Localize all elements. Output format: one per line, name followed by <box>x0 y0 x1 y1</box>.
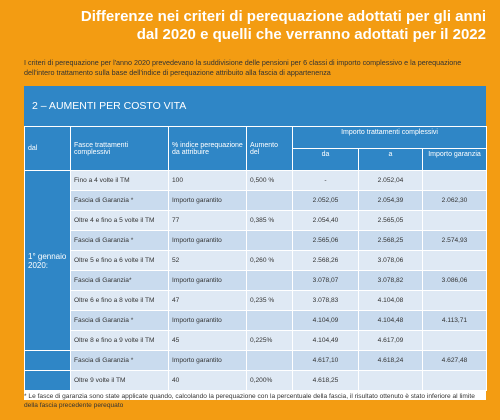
table-row: Oltre 4 e fino a 5 volte il TM 77 0,385 % 2… <box>25 210 487 231</box>
cell-a: 2.052,04 <box>358 170 423 191</box>
table-row: Fascia di Garanzia * Importo garantito 4.1… <box>25 310 487 331</box>
table-row: Oltre 8 e fino a 9 volte il TM 45 0,225% 4.… <box>25 330 487 351</box>
cell-da: - <box>292 170 359 191</box>
table-row: Fascia di Garanzia * Importo garantito 2.5… <box>25 230 487 251</box>
cell-aumento: 0,385 % <box>246 210 293 231</box>
header-aumento: Aumento del <box>246 126 293 171</box>
cell-garanzia <box>422 370 487 391</box>
table-row: Fascia di Garanzia * Importo garantito 4.6… <box>24 350 487 371</box>
cell-garanzia <box>422 170 487 191</box>
cell-fascia: Fascia di Garanzia * <box>70 310 169 331</box>
cell-fascia: Oltre 6 e fino a 8 volte il TM <box>70 290 169 311</box>
header-dal: dal <box>24 126 71 171</box>
header-importo: Importo trattamenti complessivi <box>292 126 487 149</box>
cell-da: 4.104,49 <box>292 330 359 351</box>
cell-fascia: Fascia di Garanzia * <box>70 230 169 251</box>
cell-garanzia: 2.574,93 <box>422 230 487 251</box>
cell-indice: 100 <box>168 170 247 191</box>
header-fasce: Fasce trattamenti complessivi <box>70 126 169 171</box>
cell-garanzia <box>422 250 487 271</box>
cell-a: 4.104,08 <box>358 290 423 311</box>
perequazione-table: dal Fasce trattamenti complessivi % indi… <box>24 126 487 391</box>
cell-indice: 40 <box>168 370 247 391</box>
cell-aumento <box>246 310 293 331</box>
cell-indice: Importo garantito <box>168 230 247 251</box>
cell-indice: Importo garantito <box>168 350 247 371</box>
cell-indice: 45 <box>168 330 247 351</box>
cell-indice: 52 <box>168 250 247 271</box>
cell-a: 3.078,82 <box>358 270 423 291</box>
cell-indice: Importo garantito <box>168 310 247 331</box>
header-indice: % indice perequazione da attribuire <box>168 126 247 171</box>
table-row: Fascia di Garanzia* Importo garantito 3.07… <box>25 270 487 291</box>
cell-a: 2.054,39 <box>358 190 423 211</box>
cell-da: 3.078,83 <box>292 290 359 311</box>
footnote: * Le fasce di garanzia sono state applic… <box>24 393 475 409</box>
cell-fascia: Oltre 8 e fino a 9 volte il TM <box>70 330 169 351</box>
cell-da: 2.054,40 <box>292 210 359 231</box>
intro-text: I criteri di perequazione per l'anno 202… <box>24 58 462 77</box>
cell-da: 4.618,25 <box>292 370 359 391</box>
date-cell-empty <box>24 370 71 391</box>
table-card: 2 – AUMENTI PER COSTO VITA dal Fasce tra… <box>24 86 487 400</box>
cell-fascia: Oltre 5 e fino a 6 volte il TM <box>70 250 169 271</box>
cell-fascia: Fascia di Garanzia* <box>70 270 169 291</box>
title-line-2: dal 2020 e quelli che verranno adottati … <box>136 26 486 43</box>
cell-garanzia <box>422 210 487 231</box>
cell-aumento: 0,235 % <box>246 290 293 311</box>
cell-aumento: 0,500 % <box>246 170 293 191</box>
cell-da: 2.565,06 <box>292 230 359 251</box>
table-row: 1° gennaio 2020: Fino a 4 volte il TM 100 0… <box>24 170 487 351</box>
cell-fascia: Oltre 4 e fino a 5 volte il TM <box>70 210 169 231</box>
cell-garanzia <box>422 290 487 311</box>
cell-a: 4.618,24 <box>358 350 423 371</box>
cell-a: 2.568,25 <box>358 230 423 251</box>
table-row: Oltre 6 e fino a 8 volte il TM 47 0,235 % 3… <box>25 290 487 311</box>
page-title: Differenze nei criteri di perequazione a… <box>66 8 486 44</box>
cell-indice: 77 <box>168 210 247 231</box>
header-a: a <box>358 148 423 171</box>
cell-garanzia: 4.113,71 <box>422 310 487 331</box>
cell-a: 2.565,05 <box>358 210 423 231</box>
cell-aumento: 0,200% <box>246 370 293 391</box>
header-garanzia: Importo garanzia <box>422 148 487 171</box>
cell-garanzia: 4.627,48 <box>422 350 487 371</box>
cell-aumento: 0,260 % <box>246 250 293 271</box>
table-row: Oltre 5 e fino a 6 volte il TM 52 0,260 % 2… <box>25 250 487 271</box>
date-cell: 1° gennaio 2020: <box>24 170 71 351</box>
title-line-1: Differenze nei criteri di perequazione a… <box>80 8 486 25</box>
cell-garanzia: 3.086,06 <box>422 270 487 291</box>
date-cell-empty <box>24 350 71 371</box>
cell-a: 4.104,48 <box>358 310 423 331</box>
cell-indice: Importo garantito <box>168 270 247 291</box>
cell-a: 3.078,06 <box>358 250 423 271</box>
table-body: 1° gennaio 2020: Fino a 4 volte il TM 100 0… <box>24 170 487 391</box>
cell-da: 4.617,10 <box>292 350 359 371</box>
cell-indice: Importo garantito <box>168 190 247 211</box>
cell-fascia: Oltre 9 volte il TM <box>70 370 169 391</box>
cell-aumento <box>246 230 293 251</box>
cell-aumento: 0,225% <box>246 330 293 351</box>
cell-garanzia: 2.062,30 <box>422 190 487 211</box>
cell-da: 2.568,26 <box>292 250 359 271</box>
cell-a <box>358 370 423 391</box>
table-row: Oltre 9 volte il TM 40 0,200% 4.618,25 <box>24 370 487 391</box>
cell-da: 3.078,07 <box>292 270 359 291</box>
cell-fascia: Fascia di Garanzia * <box>70 350 169 371</box>
cell-aumento <box>246 270 293 291</box>
header-da: da <box>292 148 359 171</box>
cell-garanzia <box>422 330 487 351</box>
cell-aumento <box>246 190 293 211</box>
cell-da: 2.052,05 <box>292 190 359 211</box>
table-row: Fascia di Garanzia * Importo garantito 2.0… <box>25 190 487 211</box>
cell-indice: 47 <box>168 290 247 311</box>
cell-a: 4.617,09 <box>358 330 423 351</box>
cell-aumento <box>246 350 293 371</box>
section-header: 2 – AUMENTI PER COSTO VITA <box>24 86 486 126</box>
cell-da: 4.104,09 <box>292 310 359 331</box>
cell-fascia: Fascia di Garanzia * <box>70 190 169 211</box>
cell-fascia: Fino a 4 volte il TM <box>70 170 169 191</box>
